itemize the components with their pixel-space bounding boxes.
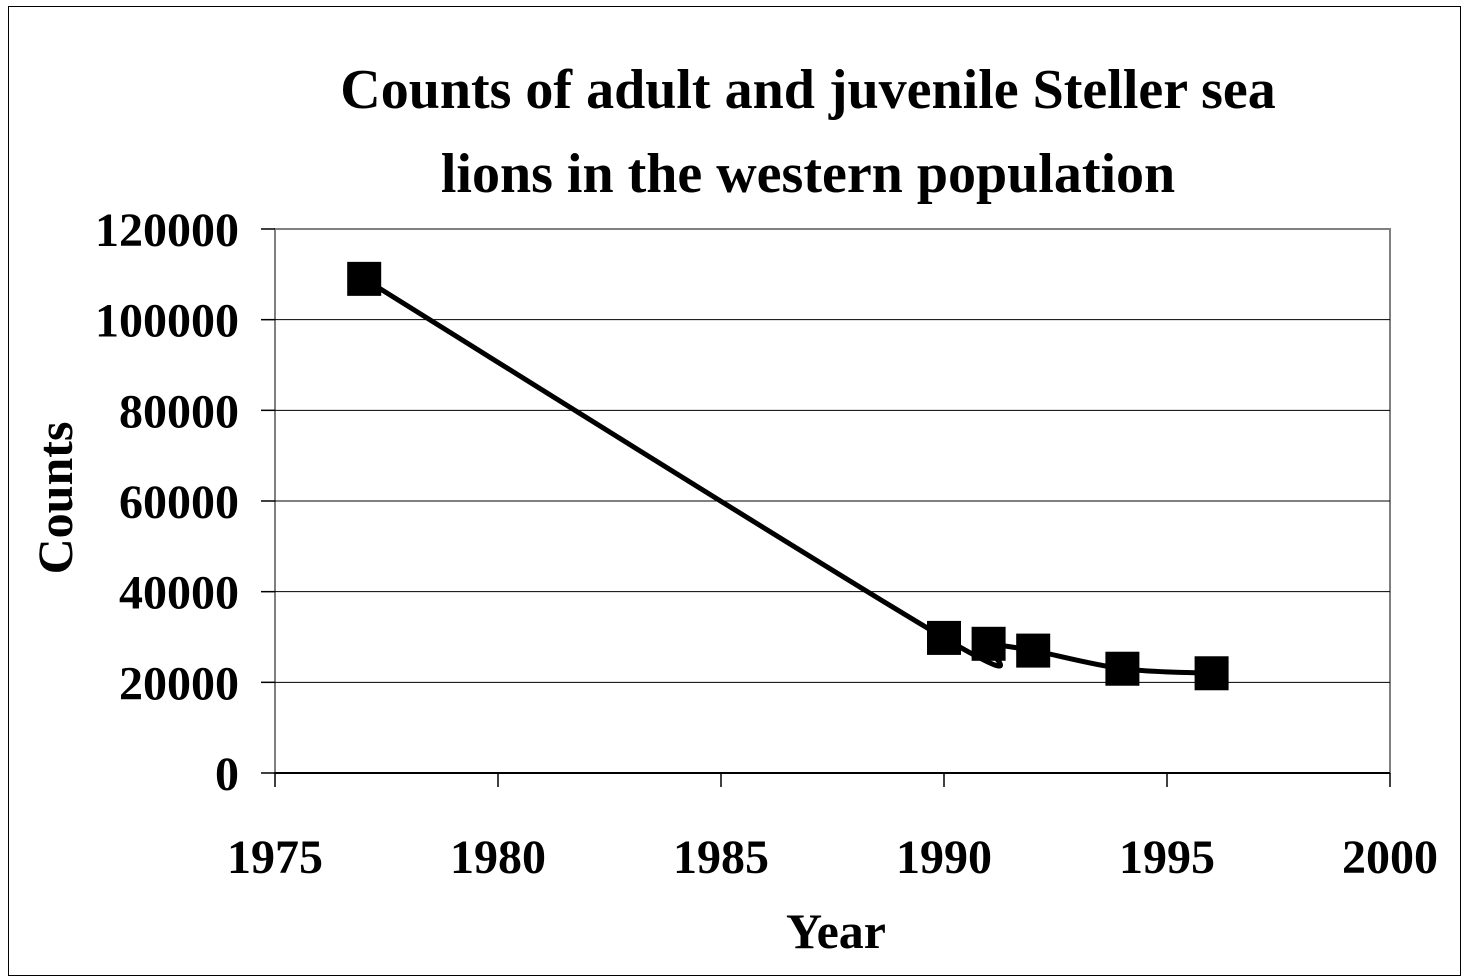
x-axis-label: Year [786, 903, 886, 959]
y-tick-label: 120000 [95, 204, 239, 257]
x-tick-label: 1985 [673, 831, 769, 884]
data-point-1992 [1016, 633, 1051, 668]
data-point-1990 [927, 620, 961, 655]
x-tick-label: 1995 [1119, 831, 1215, 884]
y-tick-label: 40000 [119, 567, 239, 620]
x-tick-label: 1975 [227, 831, 323, 884]
data-point-1994 [1105, 651, 1140, 686]
y-axis-label: Counts [27, 422, 83, 575]
data-point-1996 [1194, 656, 1229, 691]
y-tick-label: 80000 [119, 385, 239, 438]
data-point-1991 [971, 626, 1006, 661]
y-tick-label: 20000 [119, 657, 239, 710]
y-tick-label: 100000 [95, 295, 239, 348]
gridlines [275, 319, 1390, 683]
y-axis-ticks: 0 20000 40000 60000 80000 100000 120000 [95, 204, 275, 801]
series [347, 261, 1229, 691]
data-point-1977 [347, 261, 382, 296]
chart-title: Counts of adult and juvenile Steller sea… [340, 59, 1275, 205]
y-tick-label: 0 [215, 748, 239, 801]
y-tick-label: 60000 [119, 476, 239, 529]
x-axis-ticks: 1975 1980 1985 1990 1995 2000 [227, 773, 1438, 884]
x-tick-label: 1980 [450, 831, 546, 884]
x-tick-label: 1990 [896, 831, 992, 884]
chart-title-line-2: lions in the western population [441, 143, 1175, 205]
x-tick-label: 2000 [1342, 831, 1438, 884]
chart-title-line-1: Counts of adult and juvenile Steller sea [340, 59, 1275, 121]
